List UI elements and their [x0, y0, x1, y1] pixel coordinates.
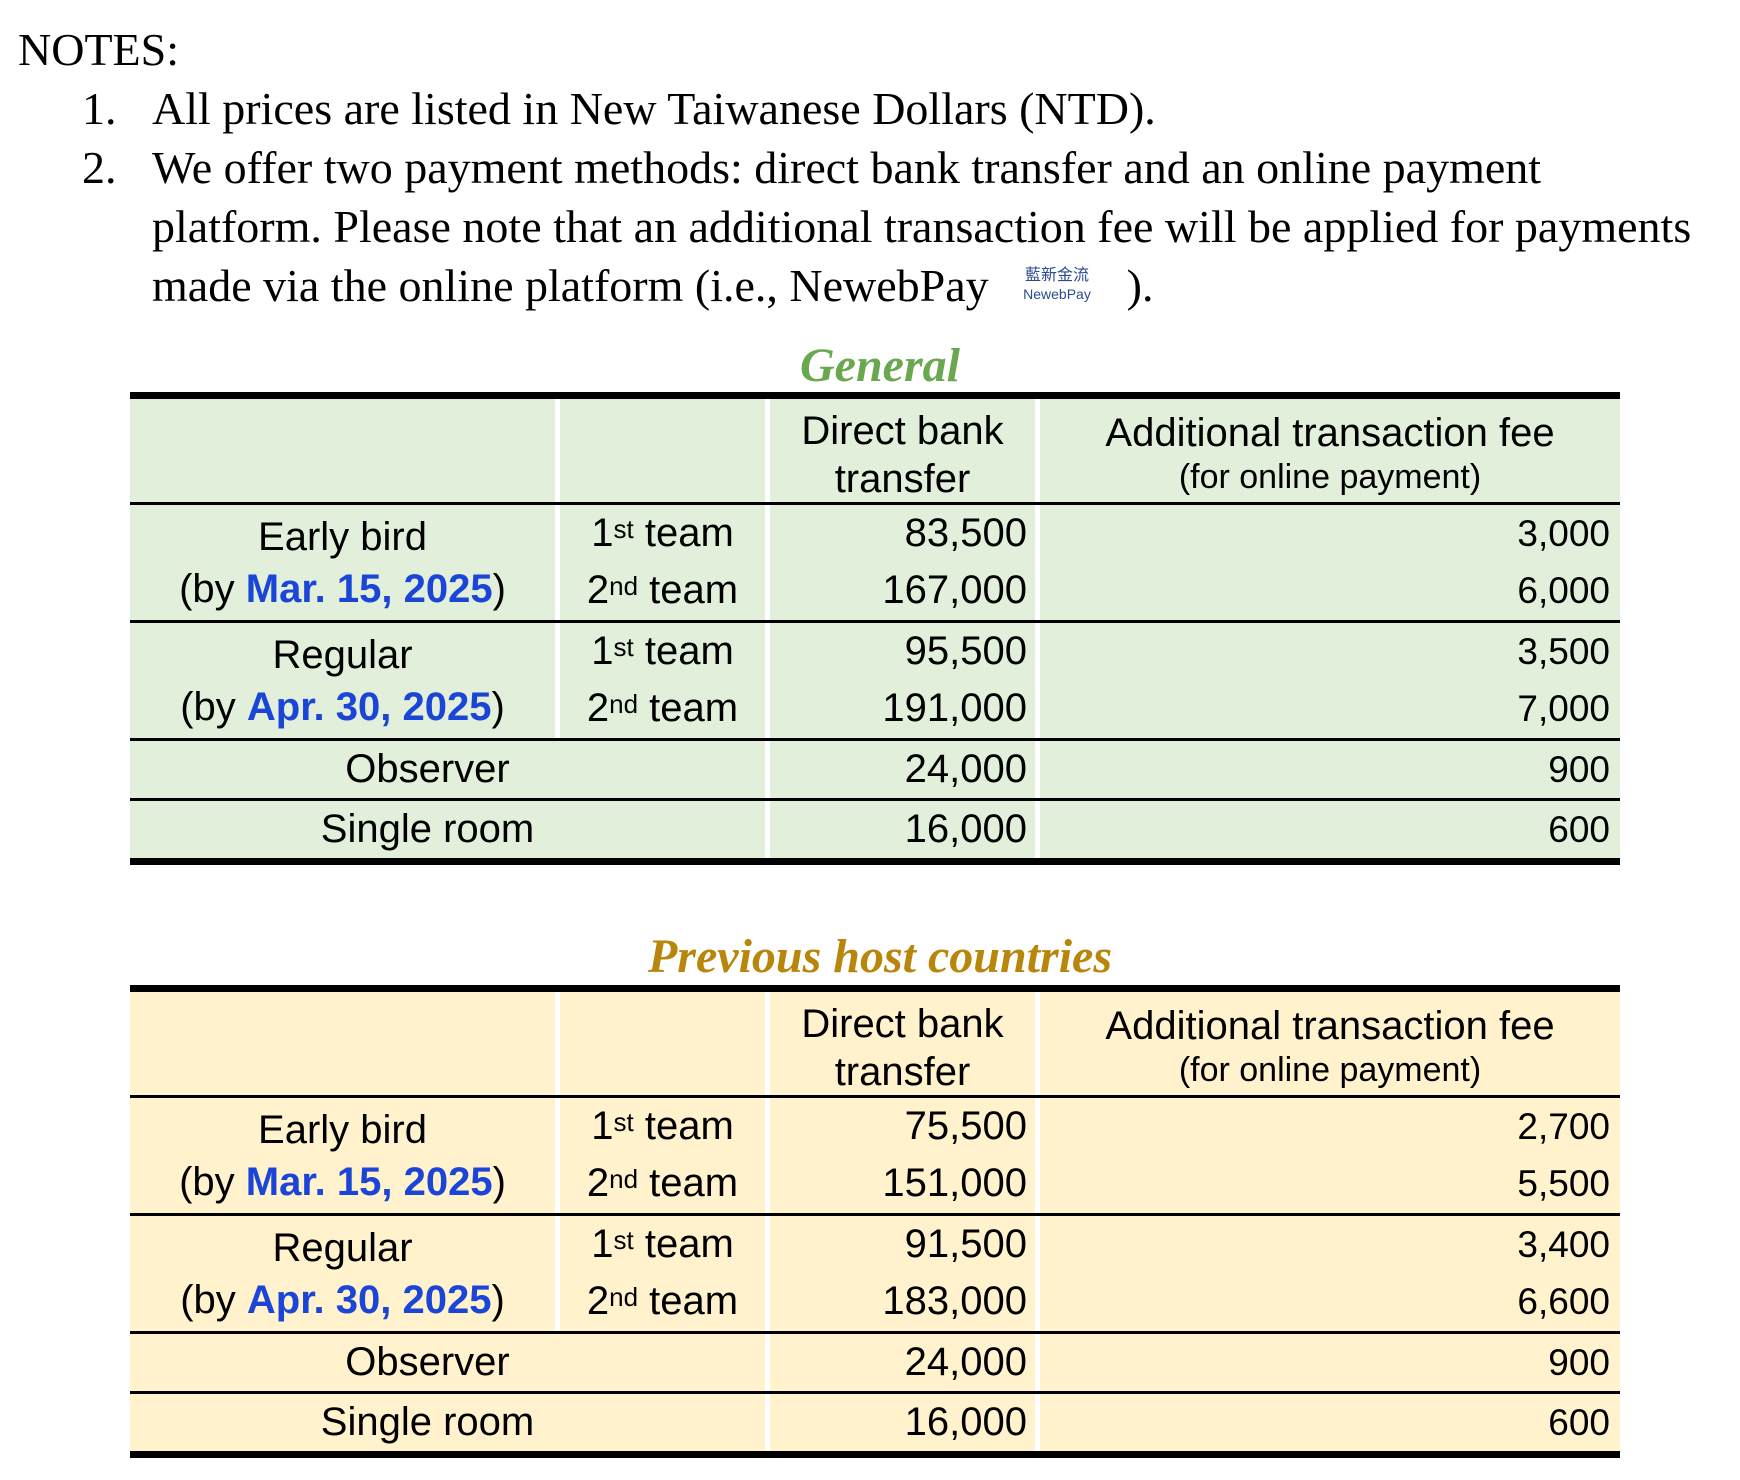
direct-price: 83,500 [904, 511, 1027, 555]
observer-label: Observer [130, 741, 770, 798]
header-direct-bank-transfer: Direct bank transfer [770, 399, 1040, 502]
fee-price: 3,400 [1517, 1224, 1610, 1265]
fee-price: 900 [1548, 1342, 1610, 1383]
direct-price: 151,000 [882, 1161, 1027, 1205]
team-label: 1st team [591, 511, 734, 555]
table-top-rule [130, 392, 1620, 399]
note-text: All prices are listed in New Taiwanese D… [152, 83, 1156, 134]
early-bird-label: Early bird (by Mar. 15, 2025) [130, 1098, 560, 1213]
team-label: 2nd team [586, 1279, 739, 1323]
fee-price: 6,600 [1517, 1281, 1610, 1322]
observer-label: Observer [130, 1334, 770, 1391]
fee-price: 600 [1548, 809, 1610, 850]
direct-price: 24,000 [770, 1334, 1040, 1391]
team-label: 2nd team [586, 1161, 739, 1205]
note-item-2: 2. We offer two payment methods: direct … [18, 138, 1718, 315]
logo-en-text: NewebPay [1023, 286, 1091, 302]
direct-price: 191,000 [882, 686, 1027, 730]
header-additional-fee: Additional transaction fee (for online pa… [1105, 1004, 1555, 1089]
early-bird-label: Early bird (by Mar. 15, 2025) [130, 505, 560, 620]
single-room-label: Single room [130, 1394, 770, 1451]
direct-price: 167,000 [882, 568, 1027, 612]
fee-price: 7,000 [1517, 688, 1610, 729]
regular-label: Regular (by Apr. 30, 2025) [130, 1216, 560, 1331]
general-caption: General [800, 339, 960, 392]
team-label: 1st team [591, 1222, 734, 1266]
fee-price: 900 [1548, 749, 1610, 790]
table-grid: Direct bank transfer Additional transacti… [130, 399, 1620, 858]
direct-price: 24,000 [770, 741, 1040, 798]
table-bottom-rule [130, 858, 1620, 865]
note-number: 2. [82, 142, 117, 193]
note-text-end: ). [1126, 260, 1154, 311]
regular-date: Apr. 30, 2025 [246, 1278, 492, 1322]
previous-caption: Previous host countries [647, 930, 1113, 983]
regular-label: Regular (by Apr. 30, 2025) [130, 623, 560, 738]
direct-price: 183,000 [882, 1279, 1027, 1323]
single-room-label: Single room [130, 801, 770, 858]
notes-title: NOTES: [18, 24, 179, 75]
note-text: We offer two payment methods: direct ban… [152, 142, 1692, 311]
direct-price: 16,000 [770, 1394, 1040, 1451]
notes-section: NOTES: 1. All prices are listed in New T… [18, 20, 1718, 315]
team-label: 1st team [591, 629, 734, 673]
note-item-1: 1. All prices are listed in New Taiwanes… [18, 79, 1718, 138]
team-label: 2nd team [586, 568, 739, 612]
general-table: Direct bank transfer Additional transacti… [130, 392, 1620, 865]
fee-price: 5,500 [1517, 1163, 1610, 1204]
logo-cn-text: 藍新金流 [1025, 265, 1089, 284]
direct-price: 91,500 [904, 1222, 1027, 1266]
team-label: 1st team [591, 1104, 734, 1148]
table-grid: Direct bank transfer Additional transacti… [130, 992, 1620, 1451]
table-top-rule [130, 985, 1620, 992]
table-bottom-rule [130, 1451, 1620, 1458]
note-number: 1. [82, 83, 117, 134]
fee-price: 3,500 [1517, 631, 1610, 672]
early-bird-date: Mar. 15, 2025 [245, 567, 493, 611]
early-bird-date: Mar. 15, 2025 [245, 1160, 493, 1204]
direct-price: 75,500 [904, 1104, 1027, 1148]
header-additional-fee: Additional transaction fee (for online pa… [1105, 411, 1555, 496]
fee-price: 600 [1548, 1402, 1610, 1443]
newebpay-logo: 藍新金流 NewebPay [1011, 261, 1103, 307]
previous-table: Direct bank transfer Additional transacti… [130, 985, 1620, 1458]
header-direct-bank-transfer: Direct bank transfer [770, 992, 1040, 1095]
fee-price: 6,000 [1517, 570, 1610, 611]
direct-price: 16,000 [770, 801, 1040, 858]
fee-price: 3,000 [1517, 513, 1610, 554]
direct-price: 95,500 [904, 629, 1027, 673]
fee-price: 2,700 [1517, 1106, 1610, 1147]
team-label: 2nd team [586, 686, 739, 730]
regular-date: Apr. 30, 2025 [246, 685, 492, 729]
